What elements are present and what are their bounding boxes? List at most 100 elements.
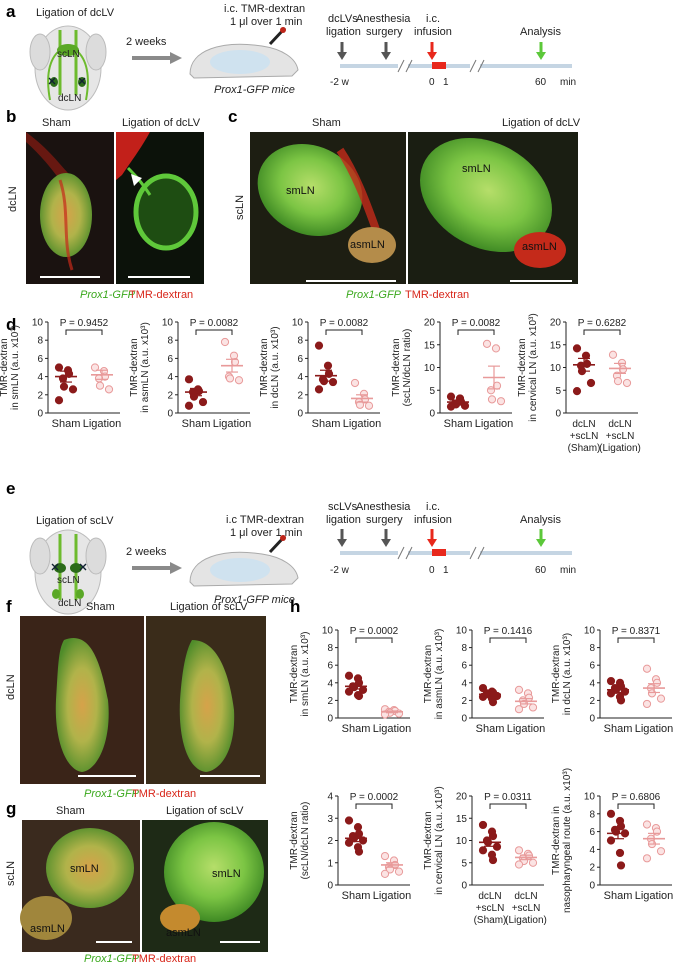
p-value-label: P = 0.0311: [484, 792, 532, 803]
y-tick-label: 6: [589, 827, 595, 838]
data-point: [95, 381, 105, 390]
y-tick-label: 8: [167, 336, 173, 347]
tl-a-t0: 0: [429, 77, 435, 88]
g-cap-tmr: TMR-dextran: [132, 953, 196, 965]
data-point: [184, 375, 194, 384]
y-axis-label: in dcLN (a.u. x10³): [270, 326, 281, 408]
label-inj1-e: i.c TMR-dextran: [226, 514, 304, 526]
y-tick-label: 0: [37, 409, 43, 420]
y-axis-label: (scLN/dcLN ratio): [402, 329, 413, 407]
data-point: [586, 378, 596, 388]
tl-a-e1a: dcLVs: [328, 13, 358, 25]
arrowhead-marker: [131, 174, 142, 186]
category-label: Sham: [52, 418, 81, 430]
g-label-sm-2: smLN: [212, 868, 241, 880]
b-col-ligation: Ligation of dcLV: [122, 117, 201, 129]
panel-e-title: Ligation of scLV: [36, 515, 114, 527]
category-label: Ligation: [343, 418, 382, 430]
b-cap-tmr: TMR-dextran: [129, 289, 193, 301]
category-label: +scLN: [570, 431, 599, 442]
tl-e-e4: Analysis: [520, 514, 561, 526]
data-point: [606, 689, 616, 698]
panel-label-a: a: [6, 2, 16, 21]
micrograph-b-ligation: [116, 132, 204, 284]
micrograph-c-ligation: [408, 132, 578, 284]
label-mice-a: Prox1-GFP mice: [214, 84, 295, 96]
significance-bracket: [325, 329, 363, 335]
significance-bracket: [355, 637, 393, 643]
c-col-sham: Sham: [312, 117, 341, 129]
tl-e-e1b: ligation: [326, 514, 361, 526]
category-label: Sham: [342, 723, 371, 735]
micrograph-g-sham: [20, 820, 140, 952]
panel-label-c: c: [228, 107, 237, 126]
category-label: dcLN: [514, 891, 537, 902]
y-tick-label: 5: [461, 858, 467, 869]
data-point: [184, 401, 194, 410]
data-point: [234, 376, 244, 385]
data-point: [608, 350, 618, 359]
y-tick-label: 8: [589, 809, 595, 820]
p-value-label: P = 0.0002: [350, 626, 399, 637]
y-tick-label: 20: [456, 792, 468, 803]
data-point: [328, 377, 338, 387]
chart-d-4: 0 5 10 15 20 TMR-dextran (scLN/dcLN ratio) P = …: [391, 318, 513, 431]
micrograph-g-ligation: [142, 820, 268, 952]
tl-a-e1b: ligation: [326, 26, 361, 38]
category-label: Sham: [476, 723, 505, 735]
panel-b: b Sham Ligation of dcLV dcLN Prox1-GFP T…: [6, 107, 204, 301]
y-tick-label: 2: [37, 390, 43, 401]
significance-bracket: [617, 803, 655, 809]
f-col-ligation: Ligation of scLV: [170, 601, 248, 613]
category-label: +scLN: [476, 903, 505, 914]
data-point: [104, 385, 114, 394]
tl-a-tm2: -2 w: [330, 77, 350, 88]
data-point: [353, 823, 363, 832]
y-tick-label: 4: [327, 678, 333, 689]
data-point: [478, 846, 488, 855]
chart-h-10: 0 5 10 15 20 TMR-dextran in cervical LN (a.u. …: [423, 786, 547, 926]
y-tick-label: 2: [167, 390, 173, 401]
c-cap-tmr: TMR-dextran: [405, 289, 469, 301]
label-gap-a: 2 weeks: [126, 36, 167, 48]
chart-d-5: 0 5 10 15 20 TMR-dextran in cervical LN (a.u. …: [517, 313, 641, 454]
panel-g: g Sham Ligation of scLV scLN smLN asmLN …: [5, 799, 268, 965]
y-tick-label: 0: [589, 714, 595, 725]
mouse-schematic-e: [189, 534, 299, 587]
data-point: [615, 848, 625, 858]
c-label-asm-1: asmLN: [350, 239, 385, 251]
data-point: [446, 392, 456, 401]
panel-label-g: g: [6, 799, 16, 818]
data-point: [581, 351, 591, 360]
y-tick-label: 1: [327, 858, 333, 869]
b-row-dcln: dcLN: [7, 186, 19, 212]
data-point: [613, 377, 623, 386]
p-value-label: P = 0.0002: [350, 792, 399, 803]
y-tick-label: 5: [555, 386, 561, 397]
data-point: [606, 836, 616, 845]
tl-e-e3a: i.c.: [426, 501, 440, 513]
tl-a-e2a: Anesthesia: [356, 13, 411, 25]
significance-bracket: [617, 637, 655, 643]
chart-d-1: 0 2 4 6 8 10 TMR-dextran in smLN (a.u. x10³) P =…: [0, 318, 121, 431]
y-axis-label: in asmLN (a.u. x10³): [434, 629, 445, 720]
y-tick-label: 6: [589, 661, 595, 672]
y-tick-label: 10: [292, 318, 304, 329]
y-tick-label: 0: [297, 409, 303, 420]
data-point: [642, 664, 652, 673]
y-axis-label: TMR-dextran: [517, 338, 528, 396]
data-point: [380, 869, 390, 878]
timeline-a: [337, 42, 572, 73]
data-point: [364, 401, 374, 410]
category-label: Ligation: [507, 723, 546, 735]
data-point: [642, 699, 652, 709]
b-cap-gfp: Prox1-GFP: [80, 289, 136, 301]
y-tick-label: 15: [424, 340, 436, 351]
y-tick-label: 10: [550, 363, 562, 374]
chart-h-11: 0 2 4 6 8 10 TMR-dextran in nasopharyngeal rout…: [551, 768, 673, 913]
data-point: [344, 671, 354, 680]
g-label-asm-1: asmLN: [30, 923, 65, 935]
data-point: [606, 676, 616, 686]
data-point: [354, 691, 364, 701]
p-value-label: P = 0.8371: [612, 626, 661, 637]
